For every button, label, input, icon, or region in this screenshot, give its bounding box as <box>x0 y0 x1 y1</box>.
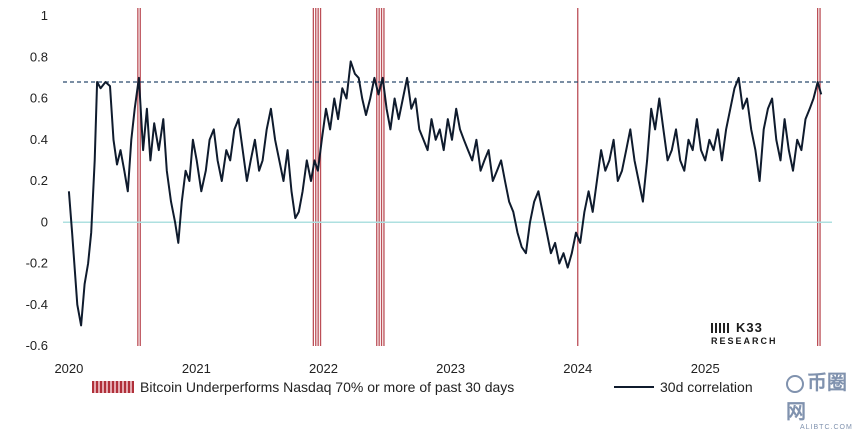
y-tick-label: 0.4 <box>30 132 48 147</box>
watermark-subtitle: ALIBTC.COM <box>800 424 860 431</box>
legend-label-line: 30d correlation <box>660 379 753 395</box>
y-tick-label: 0.2 <box>30 173 48 188</box>
shaded-periods <box>137 8 821 346</box>
x-tick-label: 2022 <box>309 361 338 376</box>
y-tick-label: 1 <box>41 8 48 23</box>
shaded-period-0-stripe <box>140 8 141 346</box>
y-tick-label: -0.4 <box>26 297 48 312</box>
watermark: 币圈网 ALIBTC.COM <box>786 366 860 431</box>
shaded-period-1-stripe <box>313 8 314 346</box>
x-tick-label: 2023 <box>436 361 465 376</box>
x-axis: 2020 2021 2022 2023 2024 2025 <box>54 361 719 376</box>
legend-item-line: 30d correlation <box>614 379 753 395</box>
shaded-swatch-icon <box>92 381 134 393</box>
shaded-period-1-stripe <box>318 8 319 346</box>
series-line-0 <box>69 61 821 325</box>
x-tick-label: 2024 <box>563 361 592 376</box>
k33-mark-icon <box>711 323 731 333</box>
k33-logo: K33 RESEARCH <box>711 320 778 346</box>
x-tick-label: 2025 <box>691 361 720 376</box>
shaded-period-0-stripe <box>137 8 138 346</box>
shaded-period-2-stripe <box>379 8 380 346</box>
logo-title: K33 <box>736 320 763 335</box>
shaded-period-2-stripe <box>383 8 384 346</box>
shaded-period-1-stripe <box>315 8 316 346</box>
line-swatch-icon <box>614 386 654 388</box>
y-tick-label: -0.6 <box>26 338 48 353</box>
shaded-period-4-stripe <box>819 8 820 346</box>
y-tick-label: 0.8 <box>30 49 48 64</box>
y-tick-label: 0.6 <box>30 91 48 106</box>
shaded-period-4-stripe <box>817 8 818 346</box>
x-tick-label: 2020 <box>54 361 83 376</box>
y-tick-label: 0 <box>41 214 48 229</box>
logo-subtitle: RESEARCH <box>711 336 778 346</box>
shaded-period-2-stripe <box>376 8 377 346</box>
y-tick-label: -0.2 <box>26 256 48 271</box>
shaded-period-1-stripe <box>320 8 321 346</box>
legend-item-shaded: Bitcoin Underperforms Nasdaq 70% or more… <box>92 379 514 395</box>
watermark-ring-icon <box>786 375 804 393</box>
shaded-period-2-stripe <box>381 8 382 346</box>
chart-legend: Bitcoin Underperforms Nasdaq 70% or more… <box>0 376 860 400</box>
x-tick-label: 2021 <box>182 361 211 376</box>
shaded-period-3-stripe <box>577 8 578 346</box>
correlation-series <box>69 61 821 325</box>
y-axis: 1 0.8 0.6 0.4 0.2 0 -0.2 -0.4 -0.6 <box>26 8 48 353</box>
legend-label-shaded: Bitcoin Underperforms Nasdaq 70% or more… <box>140 379 514 395</box>
